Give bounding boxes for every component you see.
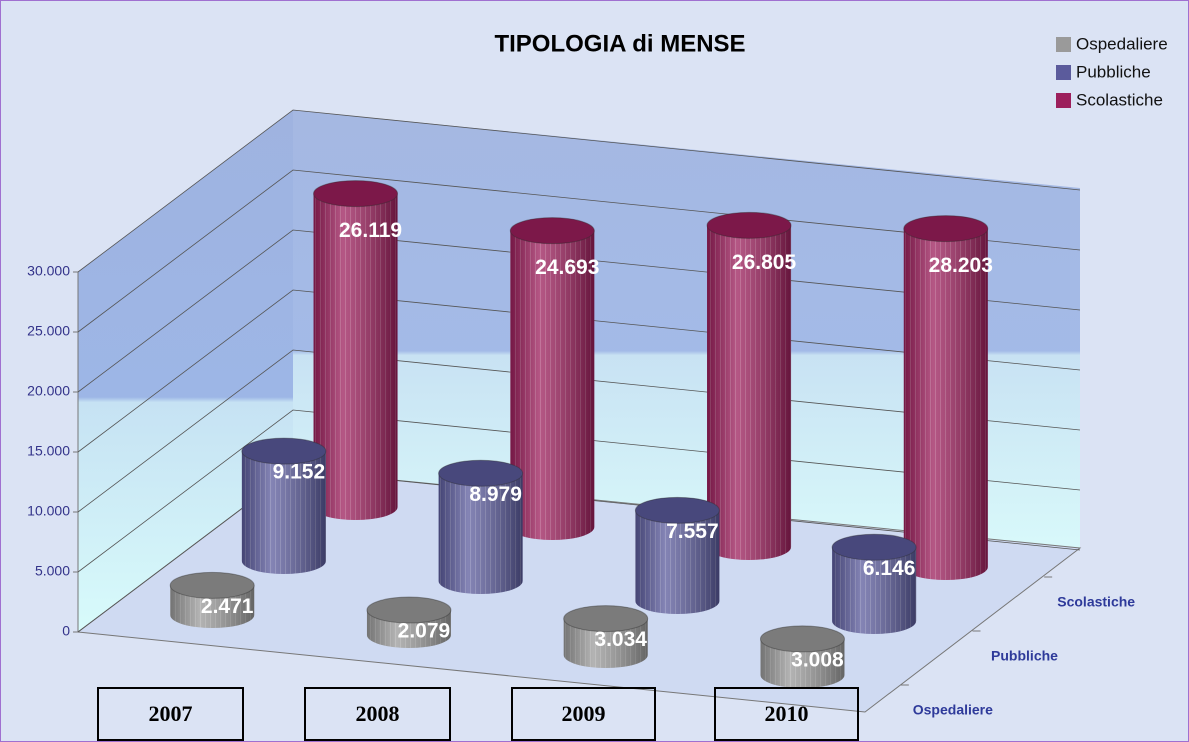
value-label: 24.693 bbox=[535, 256, 599, 279]
cylinder-shade bbox=[241, 451, 326, 574]
y-tick-label: 20.000 bbox=[27, 383, 70, 399]
cylinder-top-shade bbox=[832, 534, 917, 561]
value-label: 26.119 bbox=[339, 219, 402, 242]
cylinder-shade bbox=[707, 225, 792, 560]
value-label: 7.557 bbox=[666, 520, 719, 543]
grid-line bbox=[77, 409, 1081, 573]
cylinder-shade bbox=[903, 228, 988, 580]
cylinder-top bbox=[563, 605, 649, 633]
cylinder-shade bbox=[510, 230, 595, 540]
grid: 0 5.000 10.000 15.000 20.000 25.000 30.000 Ospe… bbox=[27, 109, 1135, 718]
cylinder-top bbox=[831, 533, 917, 561]
cylinder-shade bbox=[313, 193, 398, 520]
cylinder-shade bbox=[438, 473, 523, 595]
cylinder bbox=[634, 496, 720, 614]
y-tick-label: 15.000 bbox=[27, 443, 70, 459]
cylinder bbox=[509, 217, 595, 540]
legend-label: Scolastiche bbox=[1076, 90, 1163, 109]
value-label: 28.203 bbox=[929, 254, 993, 277]
legend-swatch bbox=[1056, 37, 1071, 52]
grid-line bbox=[77, 289, 1081, 453]
cylinder bbox=[169, 571, 255, 628]
grid-line bbox=[77, 229, 1081, 393]
cylinder bbox=[438, 459, 524, 595]
cylinder-top-shade bbox=[366, 597, 451, 624]
category-box bbox=[714, 687, 859, 741]
value-label: 2.079 bbox=[398, 620, 451, 643]
cylinder-top bbox=[241, 437, 327, 465]
back-wall bbox=[293, 110, 1080, 548]
plot: 26.119 24.693 26.805 28.203 9.152 8.979 7.557 6… bbox=[169, 180, 993, 689]
cylinder bbox=[759, 625, 845, 689]
value-label: 3.008 bbox=[791, 648, 844, 671]
y-tick-label: 0 bbox=[62, 623, 70, 639]
cylinder-top-shade bbox=[313, 180, 398, 207]
cylinder bbox=[366, 596, 452, 649]
cylinder-top bbox=[706, 211, 792, 239]
cylinder-top-shade bbox=[635, 497, 720, 524]
legend-swatch bbox=[1056, 93, 1071, 108]
y-tick-label: 5.000 bbox=[35, 563, 70, 579]
chart-title: TIPOLOGIA di MENSE bbox=[494, 30, 745, 57]
x-tick-label: 2007 bbox=[149, 701, 193, 726]
cylinder-top-shade bbox=[707, 212, 792, 239]
legend-label: Pubbliche bbox=[1076, 62, 1151, 81]
cylinder-top bbox=[759, 625, 845, 653]
value-label: 8.979 bbox=[469, 483, 522, 506]
cylinder-top bbox=[169, 571, 255, 599]
cylinder-top bbox=[313, 180, 399, 208]
value-label: 9.152 bbox=[273, 461, 326, 484]
cylinder-top bbox=[634, 496, 720, 524]
x-tick-label: 2009 bbox=[562, 701, 606, 726]
category-boxes bbox=[97, 687, 859, 741]
cylinder bbox=[563, 605, 649, 668]
category-box bbox=[304, 687, 451, 741]
value-label: 3.034 bbox=[594, 628, 647, 651]
grid-line bbox=[77, 349, 1081, 513]
cylinder-top-shade bbox=[241, 438, 326, 465]
x-tick-label: 2008 bbox=[356, 701, 400, 726]
x-tick-label: 2010 bbox=[765, 701, 809, 726]
grid-line bbox=[77, 109, 1081, 273]
y-tick-label: 10.000 bbox=[27, 503, 70, 519]
legend-label: Ospedaliere bbox=[1076, 34, 1168, 53]
cylinder bbox=[241, 437, 327, 574]
cylinder-top bbox=[438, 459, 524, 487]
cylinder-top-shade bbox=[563, 605, 648, 632]
cylinder-shade bbox=[635, 510, 720, 614]
cylinder-shade bbox=[832, 547, 917, 635]
depth-label: Pubbliche bbox=[991, 648, 1058, 664]
cylinder-top bbox=[509, 217, 595, 245]
value-label: 6.146 bbox=[863, 557, 916, 580]
category-box bbox=[97, 687, 244, 741]
cylinder bbox=[706, 211, 792, 560]
y-tick-label: 25.000 bbox=[27, 323, 70, 339]
cylinder-top-shade bbox=[170, 572, 255, 599]
cylinder-top bbox=[903, 215, 989, 243]
category-box bbox=[511, 687, 656, 741]
cylinder-shade bbox=[563, 618, 648, 668]
cylinder-top-shade bbox=[510, 217, 595, 244]
cylinder-top-shade bbox=[760, 625, 845, 652]
cylinder-top-shade bbox=[903, 215, 988, 242]
legend-swatch bbox=[1056, 65, 1071, 80]
cylinder-top-shade bbox=[438, 460, 523, 487]
value-label: 2.471 bbox=[201, 595, 254, 618]
depth-label: Ospedaliere bbox=[913, 702, 993, 718]
depth-label: Scolastiche bbox=[1057, 594, 1135, 610]
value-label: 26.805 bbox=[732, 251, 797, 274]
legend: Ospedaliere Pubbliche Scolastiche bbox=[1056, 34, 1168, 109]
cylinder bbox=[313, 180, 399, 520]
cylinder bbox=[831, 533, 917, 635]
cylinder-shade bbox=[760, 638, 845, 689]
y-tick-label: 30.000 bbox=[27, 263, 70, 279]
cylinder-top bbox=[366, 596, 452, 624]
cylinder bbox=[903, 215, 989, 580]
grid-line bbox=[77, 169, 1081, 333]
